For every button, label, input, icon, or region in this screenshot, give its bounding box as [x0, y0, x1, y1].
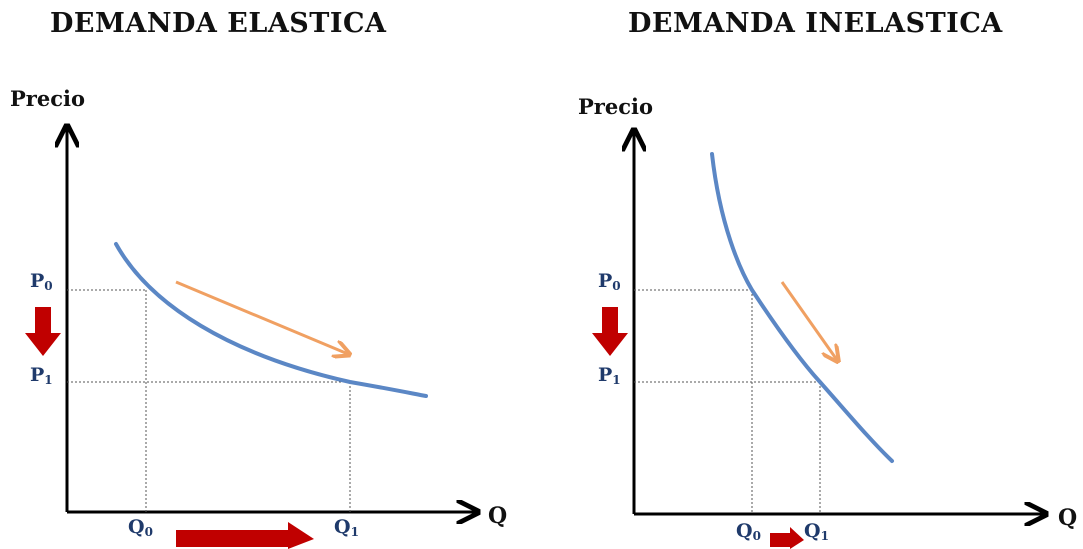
- left-price-drop-arrow: [25, 307, 61, 356]
- left-panel: [25, 126, 478, 549]
- right-x-axis-label: Q: [1058, 505, 1078, 531]
- right-q1-label: Q1: [804, 520, 829, 543]
- left-q0-label: Q0: [128, 516, 153, 539]
- right-price-drop-arrow: [592, 307, 628, 356]
- right-movement-arrow: [780, 281, 837, 360]
- right-quantity-increase-arrow: [770, 527, 804, 549]
- right-p0-label: P0: [598, 270, 621, 293]
- left-demand-curve: [114, 242, 428, 398]
- right-panel: [592, 130, 1046, 549]
- left-q1-label: Q1: [334, 516, 359, 539]
- right-p1-label: P1: [598, 364, 621, 387]
- left-quantity-increase-arrow: [176, 522, 314, 549]
- right-y-axis-label: Precio: [578, 94, 653, 119]
- left-x-axis-label: Q: [488, 503, 508, 529]
- right-q0-label: Q0: [736, 520, 761, 543]
- left-movement-arrow: [175, 280, 348, 354]
- left-p1-label: P1: [30, 364, 53, 387]
- right-chart-title: DEMANDA INELASTICA: [628, 8, 1003, 39]
- left-p0-label: P0: [30, 270, 53, 293]
- right-demand-curve: [710, 152, 894, 463]
- left-y-axis-label: Precio: [10, 86, 85, 111]
- left-chart-title: DEMANDA ELASTICA: [50, 8, 387, 39]
